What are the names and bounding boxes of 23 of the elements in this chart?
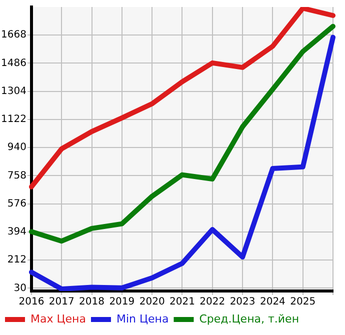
y-tick-label: 1486 [0,58,26,69]
x-tick-label: 2022 [200,296,226,308]
y-tick-label: 394 [7,226,26,238]
x-tick-label: 2023 [230,296,256,308]
y-tick-label: 1668 [0,30,26,41]
x-tick-label: 2021 [170,296,195,308]
y-tick-label: 1304 [0,86,26,97]
y-tick-label: 758 [7,170,26,182]
legend-label: Min Цена [116,312,169,326]
legend-label: Сред.Цена, т.йен [199,312,300,326]
y-tick-label: 576 [7,198,26,210]
x-tick-label: 2024 [260,296,286,308]
x-tick-label: 2018 [79,296,104,308]
y-tick-label: 940 [7,142,26,154]
legend-label: Max Цена [30,312,86,326]
x-tick-label: 2025 [290,296,316,308]
y-tick-label: 30 [14,282,26,294]
x-tick-label: 2017 [48,296,74,308]
x-tick-label: 2020 [139,296,165,308]
y-tick-label: 212 [7,254,26,266]
x-tick-label: 2016 [18,296,44,308]
y-tick-label: 1122 [0,114,26,126]
x-tick-label: 2019 [109,296,135,308]
